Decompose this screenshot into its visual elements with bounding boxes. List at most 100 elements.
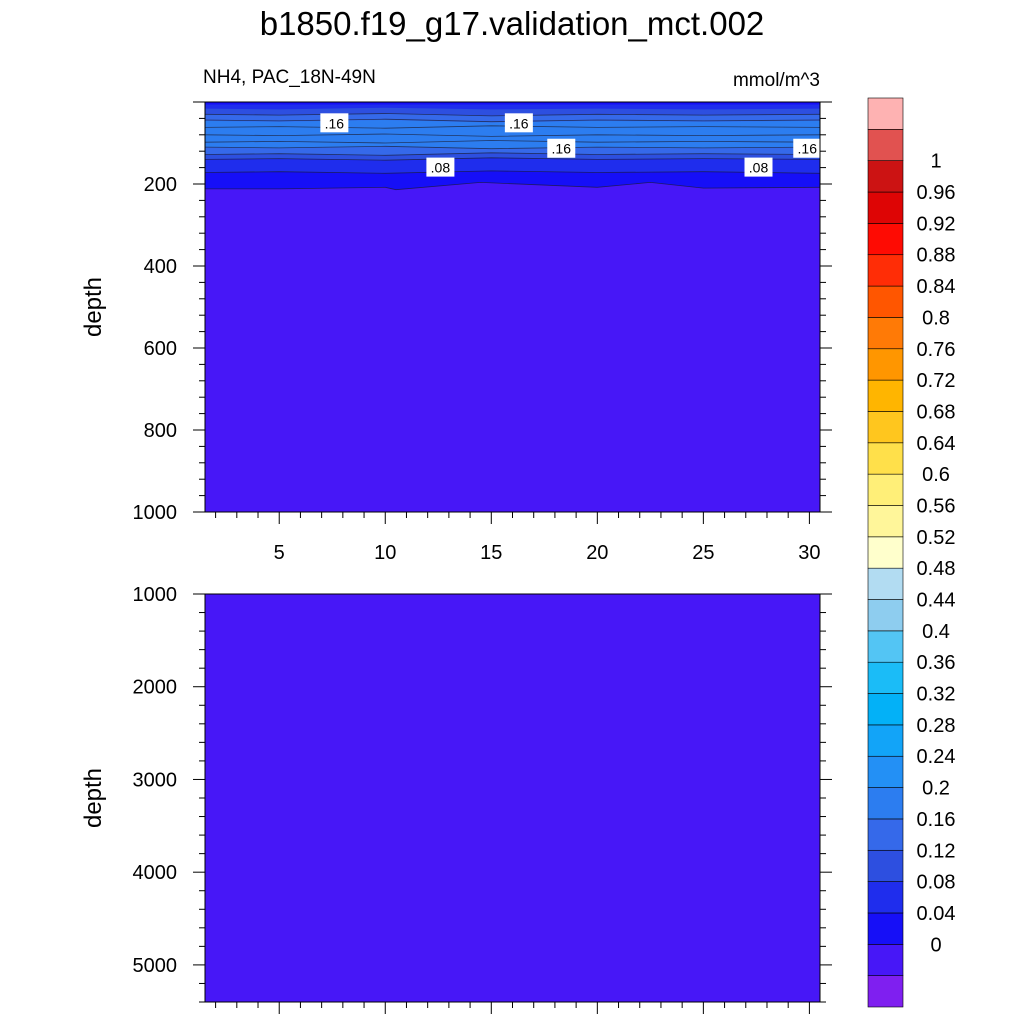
colorbar-label: 0.6 — [922, 464, 950, 486]
y-tick-label: 400 — [144, 256, 177, 278]
colorbar-swatch — [867, 160, 904, 193]
colorbar-swatch — [867, 411, 904, 444]
colorbar-swatch — [867, 724, 904, 757]
x-tick-label: 25 — [692, 542, 714, 564]
contour-line-9 — [205, 170, 820, 174]
colorbar-label: 0.84 — [917, 276, 956, 298]
colorbar-label: 0.48 — [917, 558, 956, 580]
contour-line-6 — [205, 145, 820, 150]
colorbar-swatch — [867, 191, 904, 224]
colorbar-swatch — [867, 661, 904, 694]
colorbar-swatch — [867, 693, 904, 726]
contour-label-text: .16 — [509, 115, 529, 131]
panel-1: .16 .16 .16 .16 .08 .08 200 400 600 800 1000 depth 5… — [80, 101, 832, 564]
colorbar-swatch — [867, 223, 904, 256]
contour-label-box — [744, 157, 773, 177]
field-band-9 — [205, 102, 820, 105]
colorbar-swatch — [867, 599, 904, 632]
colorbar-label: 0.8 — [922, 307, 950, 329]
contour-label-4: .16 — [793, 138, 822, 158]
colorbar-label: 0.64 — [917, 433, 956, 455]
colorbar-label: 0.4 — [922, 621, 950, 643]
left-subtitle: NH4, PAC_18N-49N — [203, 67, 376, 88]
contour-label-text: .16 — [798, 141, 818, 157]
contour-label-6: .08 — [744, 157, 773, 177]
x-tick-label: 5 — [274, 542, 285, 564]
colorbar-swatch — [867, 912, 904, 945]
colorbar-label: 0.36 — [917, 652, 956, 674]
colorbar-label: 0.52 — [917, 527, 956, 549]
colorbar-label: 0.24 — [917, 746, 956, 768]
colorbar-label: 0.08 — [917, 872, 956, 894]
contour-label-box — [547, 138, 576, 158]
colorbar-swatch — [867, 881, 904, 914]
contour-label-box — [504, 113, 533, 133]
contour-line-7 — [205, 152, 820, 156]
colorbar: 0 0.04 0.08 0.12 0.16 0.2 0.24 0.28 0.32 0.36 0.4 0… — [867, 97, 956, 1008]
y-tick-label: 4000 — [133, 862, 178, 884]
y-axis-title: depth — [80, 277, 107, 337]
colorbar-swatch — [867, 348, 904, 381]
y-axis-title: depth — [80, 768, 107, 828]
contour-line-3 — [205, 125, 820, 129]
y-tick-label: 3000 — [133, 769, 178, 791]
plot-area: .16 .16 .16 .16 .08 .08 200 400 600 800 1000 depth 5… — [80, 101, 832, 1014]
panel-2: 1000 2000 3000 4000 5000 depth — [80, 584, 832, 1014]
contour-label-text: .16 — [552, 141, 572, 157]
colorbar-swatch — [867, 630, 904, 663]
colorbar-label: 0.28 — [917, 715, 956, 737]
y-tick-label: 5000 — [133, 955, 178, 977]
colorbar-swatch — [867, 787, 904, 820]
x-tick-label: 20 — [586, 542, 608, 564]
colorbar-swatch — [867, 97, 904, 130]
contour-label-box — [793, 138, 822, 158]
colorbar-swatch — [867, 975, 904, 1008]
contour-label-text: .16 — [325, 115, 345, 131]
colorbar-swatch — [867, 442, 904, 475]
colorbar-label: 0.2 — [922, 778, 950, 800]
colorbar-swatch — [867, 285, 904, 318]
contour-label-3: .16 — [547, 138, 576, 158]
contour-label-text: .08 — [431, 160, 451, 176]
y-tick-label: 200 — [144, 174, 177, 196]
colorbar-label: 0.16 — [917, 809, 956, 831]
colorbar-swatch — [867, 536, 904, 569]
colorbar-swatch — [867, 473, 904, 506]
colorbar-label: 0.04 — [917, 903, 956, 925]
y-tick-label: 800 — [144, 420, 177, 442]
colorbar-label: 0 — [930, 934, 941, 956]
colorbar-swatch — [867, 317, 904, 350]
colorbar-label: 1 — [930, 151, 941, 173]
colorbar-swatch — [867, 505, 904, 538]
contour-label-1: .16 — [320, 113, 349, 133]
colorbar-label: 0.12 — [917, 840, 956, 862]
contour-line-10 — [205, 181, 820, 191]
colorbar-swatch — [867, 755, 904, 788]
colorbar-label: 0.88 — [917, 245, 956, 267]
colorbar-label: 0.92 — [917, 213, 956, 235]
field-background — [205, 594, 820, 1002]
x-tick-label: 10 — [374, 542, 396, 564]
y-tick-label: 600 — [144, 338, 177, 360]
contour-line-1 — [205, 113, 820, 117]
y-tick-label: 1000 — [133, 502, 178, 524]
colorbar-label: 0.56 — [917, 495, 956, 517]
x-tick-label: 30 — [798, 542, 820, 564]
colorbar-label: 0.32 — [917, 684, 956, 706]
contour-label-box — [426, 157, 455, 177]
colorbar-label: 0.68 — [917, 401, 956, 423]
colorbar-label: 0.96 — [917, 182, 956, 204]
contour-label-text: .08 — [749, 160, 769, 176]
units-subtitle: mmol/m^3 — [733, 70, 820, 91]
colorbar-swatch — [867, 254, 904, 287]
colorbar-label: 0.76 — [917, 339, 956, 361]
colorbar-swatch — [867, 944, 904, 976]
y-tick-label: 2000 — [133, 677, 178, 699]
contour-line-4 — [205, 133, 820, 137]
colorbar-label: 0.44 — [917, 590, 956, 612]
colorbar-swatch — [867, 379, 904, 412]
x-tick-label: 15 — [480, 542, 502, 564]
chart-title: b1850.f19_g17.validation_mct.002 — [260, 5, 765, 42]
y-tick-label: 1000 — [133, 584, 178, 606]
